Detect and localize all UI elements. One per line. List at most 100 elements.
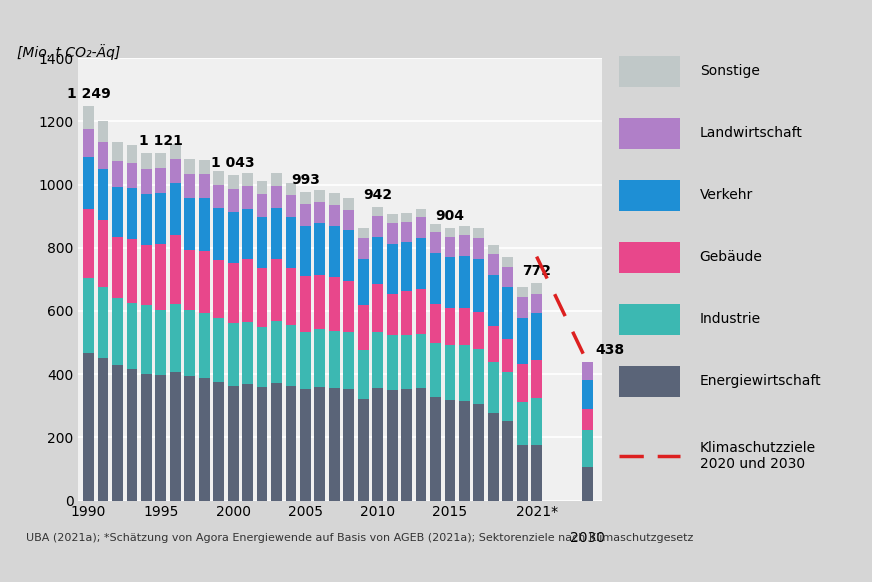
Bar	[141, 306, 152, 374]
Text: 942: 942	[363, 188, 392, 203]
Bar	[184, 310, 195, 376]
Text: 1 043: 1 043	[211, 157, 255, 171]
Bar	[170, 159, 181, 183]
Bar	[358, 238, 369, 258]
Bar	[517, 318, 528, 364]
Bar	[502, 372, 513, 421]
Bar	[430, 343, 441, 397]
Bar	[416, 334, 426, 388]
Bar	[271, 321, 282, 383]
Bar	[184, 250, 195, 310]
Bar	[372, 217, 383, 237]
Text: 438: 438	[596, 343, 624, 357]
Bar	[459, 308, 470, 345]
Bar	[112, 187, 123, 237]
Bar	[459, 345, 470, 402]
Bar	[445, 345, 455, 400]
Bar	[315, 190, 325, 202]
Bar	[214, 208, 224, 260]
Bar	[155, 193, 167, 244]
Bar	[459, 402, 470, 501]
Bar	[473, 349, 484, 404]
Bar	[372, 332, 383, 388]
Bar	[112, 141, 123, 161]
Bar	[517, 297, 528, 318]
Bar	[256, 268, 268, 327]
Bar	[300, 204, 310, 226]
Bar	[199, 314, 209, 378]
Bar	[242, 173, 253, 186]
Bar	[315, 388, 325, 501]
Text: 993: 993	[291, 173, 320, 187]
Bar	[271, 259, 282, 321]
Bar	[502, 339, 513, 372]
Bar	[344, 230, 354, 281]
Bar	[242, 384, 253, 501]
Bar	[141, 169, 152, 194]
Bar	[228, 386, 239, 501]
Text: [Mio. t CO₂-Äq]: [Mio. t CO₂-Äq]	[17, 44, 120, 59]
Bar	[285, 268, 296, 325]
Bar	[445, 237, 455, 257]
Bar	[582, 362, 593, 379]
Bar	[473, 258, 484, 312]
Bar	[170, 183, 181, 235]
Bar	[228, 175, 239, 189]
Bar	[619, 304, 680, 335]
Bar	[170, 372, 181, 501]
Bar	[300, 332, 310, 389]
Bar	[126, 370, 138, 501]
Bar	[256, 388, 268, 501]
Bar	[141, 245, 152, 306]
Bar	[416, 289, 426, 334]
Bar	[126, 146, 138, 163]
Bar	[228, 212, 239, 263]
Bar	[502, 267, 513, 288]
Bar	[386, 335, 398, 389]
Bar	[344, 389, 354, 501]
Bar	[170, 235, 181, 304]
Text: 1 121: 1 121	[139, 134, 183, 148]
Bar	[430, 253, 441, 304]
Bar	[473, 312, 484, 349]
Bar	[126, 303, 138, 370]
Bar	[329, 205, 340, 226]
Bar	[141, 194, 152, 245]
Bar	[473, 404, 484, 501]
Bar	[386, 244, 398, 293]
Bar	[473, 228, 484, 237]
Bar	[184, 173, 195, 197]
Bar	[344, 281, 354, 332]
Bar	[531, 314, 542, 360]
Bar	[517, 364, 528, 402]
Bar	[372, 388, 383, 501]
Bar	[459, 235, 470, 256]
Bar	[300, 389, 310, 501]
Bar	[256, 217, 268, 268]
Bar	[170, 304, 181, 372]
Text: Verkehr: Verkehr	[699, 189, 753, 203]
Bar	[487, 362, 499, 413]
Bar	[401, 291, 412, 335]
Bar	[502, 257, 513, 267]
Bar	[358, 350, 369, 399]
Bar	[256, 327, 268, 388]
Text: Industrie: Industrie	[699, 312, 760, 326]
Bar	[329, 277, 340, 331]
Bar	[315, 329, 325, 388]
Text: 1 249: 1 249	[67, 87, 111, 101]
Bar	[98, 141, 108, 169]
Bar	[228, 189, 239, 212]
Bar	[285, 386, 296, 501]
Bar	[401, 242, 412, 291]
Bar	[372, 207, 383, 217]
Bar	[372, 285, 383, 332]
Text: Energiewirtschaft: Energiewirtschaft	[699, 374, 821, 388]
Bar	[329, 193, 340, 205]
Bar	[401, 222, 412, 242]
Bar	[285, 325, 296, 386]
Bar	[619, 180, 680, 211]
Bar	[98, 359, 108, 501]
Bar	[155, 152, 167, 168]
Bar	[228, 263, 239, 323]
